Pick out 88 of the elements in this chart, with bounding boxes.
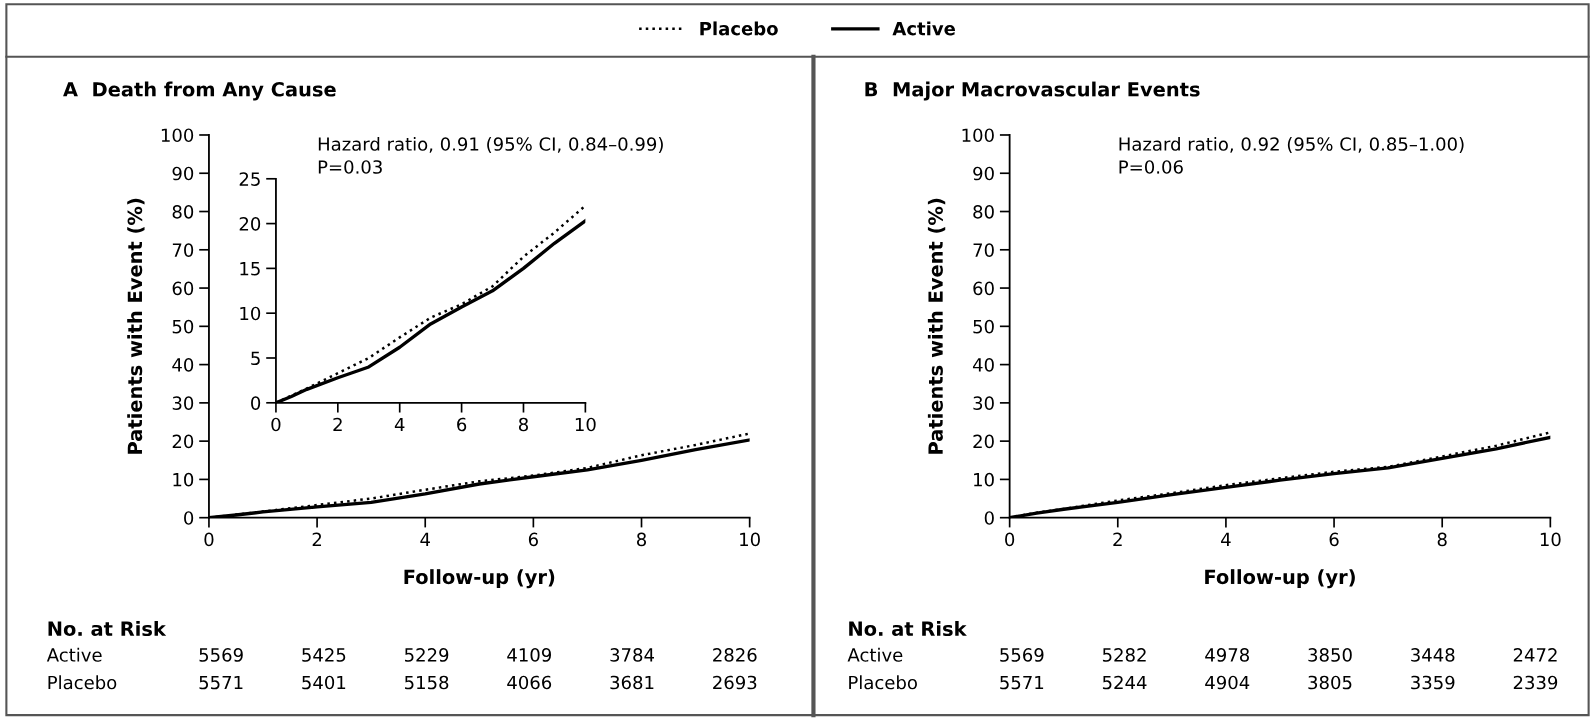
y-tick-label: 20: [172, 434, 194, 449]
y-tick-label: 30: [172, 396, 194, 410]
text: 4066: [507, 675, 552, 690]
text: 5571: [1000, 675, 1044, 690]
x-tick-label: 10: [1540, 532, 1561, 547]
y-tick-label: 25: [239, 172, 260, 186]
annotation: P=0.03: [318, 160, 382, 174]
y-tick-label: 15: [240, 262, 260, 276]
text: 5244: [1102, 675, 1147, 690]
x-tick-label: 10: [740, 532, 760, 547]
y-tick-label: 50: [172, 319, 194, 334]
y-tick-label: 5: [251, 351, 260, 366]
text: 5229: [404, 648, 449, 662]
x-tick-label: 4: [394, 417, 405, 432]
annotation: Hazard ratio, 0.91 (95% CI, 0.84–0.99): [318, 136, 663, 153]
legend-label: Placebo: [700, 21, 778, 36]
x-tick-label: 0: [204, 532, 214, 547]
y-tick-label: 60: [973, 281, 994, 296]
text: 5282: [1102, 648, 1146, 662]
y-tick-label: 0: [184, 511, 194, 525]
text: 2472: [1513, 648, 1557, 662]
y-tick-label: 70: [172, 243, 194, 257]
y-tick-label: 20: [239, 217, 261, 231]
chart-title: A Death from Any Cause: [63, 81, 336, 101]
y-tick-label: 10: [173, 472, 194, 487]
x-tick-label: 8: [636, 532, 647, 547]
y-tick-label: 80: [172, 204, 194, 219]
text: 3448: [1411, 648, 1455, 662]
y-tick-label: 10: [240, 306, 261, 321]
text: No. at Risk: [48, 621, 167, 637]
chart-title: B Major Macrovascular Events: [865, 81, 1200, 101]
text: 2826: [713, 648, 757, 662]
y-tick-label: 0: [251, 396, 261, 410]
text: 5569: [1000, 648, 1044, 662]
y-tick-label: 20: [973, 434, 994, 449]
y-tick-label: 0: [984, 511, 994, 525]
text: 5569: [199, 648, 243, 662]
text: 5158: [404, 675, 449, 690]
annotation: Hazard ratio, 0.92 (95% CI, 0.85–1.00): [1119, 136, 1464, 153]
y-axis-title: Patients with Event (%): [927, 198, 946, 454]
x-tick-label: 2: [333, 417, 342, 432]
text: 5571: [199, 675, 243, 690]
x-tick-label: 8: [1437, 532, 1447, 547]
text: 2693: [713, 675, 757, 690]
text: 5401: [302, 675, 346, 690]
x-tick-label: 6: [1329, 532, 1339, 547]
y-tick-label: 70: [973, 243, 994, 257]
y-tick-label: 30: [973, 396, 994, 410]
text: 2339: [1513, 675, 1558, 690]
text: 4904: [1205, 675, 1250, 690]
text: 3784: [610, 648, 654, 662]
x-tick-label: 6: [457, 417, 467, 432]
y-tick-label: 50: [973, 319, 994, 334]
y-tick-label: 90: [172, 166, 194, 181]
text: 4109: [507, 648, 552, 662]
x-tick-label: 0: [271, 417, 281, 432]
y-tick-label: 60: [172, 281, 194, 296]
y-tick-label: 80: [973, 204, 994, 219]
y-tick-label: 40: [972, 358, 994, 372]
y-tick-label: 100: [962, 128, 994, 143]
y-tick-label: 100: [161, 128, 194, 143]
text: 3681: [610, 675, 654, 690]
x-tick-label: 0: [1005, 532, 1015, 547]
x-tick-label: 2: [1113, 532, 1122, 546]
text: 5425: [302, 648, 346, 662]
x-tick-label: 8: [518, 417, 528, 432]
x-axis-title: Follow-up (yr): [404, 569, 555, 589]
text: 3850: [1308, 648, 1352, 662]
x-tick-label: 4: [420, 532, 430, 546]
x-axis-title: Follow-up (yr): [1205, 569, 1355, 589]
text: No. at Risk: [849, 621, 967, 637]
y-tick-label: 10: [974, 472, 994, 487]
text: 3805: [1308, 675, 1352, 690]
text: 3359: [1411, 675, 1455, 690]
x-tick-label: 10: [575, 417, 596, 432]
annotation: P=0.06: [1119, 160, 1183, 174]
text: Placebo: [48, 675, 117, 690]
text: 4978: [1205, 648, 1249, 662]
x-tick-label: 4: [1221, 532, 1231, 546]
x-tick-label: 2: [312, 532, 322, 546]
legend-label: Active: [892, 21, 955, 36]
text: Active: [46, 647, 102, 662]
y-tick-label: 90: [973, 166, 994, 181]
y-tick-label: 40: [172, 358, 194, 372]
x-tick-label: 6: [528, 532, 538, 547]
text: Placebo: [849, 675, 917, 690]
text: Active: [847, 647, 903, 662]
y-axis-title: Patients with Event (%): [127, 198, 145, 454]
